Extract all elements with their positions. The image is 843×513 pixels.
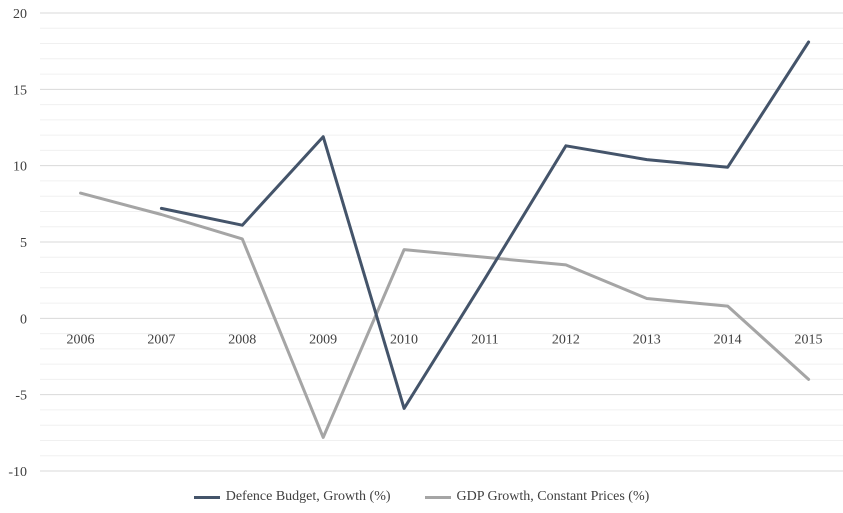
gridlines (40, 12, 843, 472)
y-tick-label: -5 (15, 389, 27, 404)
series-line-gdp-growth (79, 191, 811, 439)
y-tick-label: -10 (8, 465, 27, 480)
legend-swatch-gdp (424, 495, 451, 499)
legend-item-defence: Defence Budget, Growth (%) (193, 489, 391, 505)
legend-item-gdp: GDP Growth, Constant Prices (%) (424, 489, 650, 505)
x-tick-label: 2009 (309, 332, 337, 347)
y-axis: -10 -5 0 5 10 15 20 (8, 7, 27, 480)
x-tick-label: 2006 (66, 332, 94, 347)
x-tick-label: 2011 (471, 332, 498, 347)
y-tick-label: 5 (20, 236, 27, 251)
x-tick-label: 2007 (147, 332, 175, 347)
y-tick-label: 10 (13, 160, 27, 175)
x-tick-label: 2008 (228, 332, 256, 347)
x-tick-label: 2012 (552, 332, 580, 347)
x-tick-label: 2015 (795, 332, 823, 347)
legend-label-gdp: GDP Growth, Constant Prices (%) (456, 489, 650, 504)
x-tick-label: 2010 (390, 332, 418, 347)
legend-label-defence: Defence Budget, Growth (%) (225, 489, 391, 504)
x-tick-label: 2014 (714, 332, 742, 347)
legend: Defence Budget, Growth (%) GDP Growth, C… (0, 489, 843, 505)
y-tick-label: 15 (13, 83, 27, 98)
x-tick-label: 2013 (633, 332, 661, 347)
x-axis-labels: 2006 2007 2008 2009 2010 2011 2012 2013 2014 2015 (66, 332, 822, 347)
y-tick-label: 0 (20, 312, 27, 327)
series-line-defence-budget (159, 40, 811, 410)
y-tick-label: 20 (13, 7, 27, 22)
legend-swatch-defence (193, 495, 220, 499)
series-lines (79, 40, 811, 439)
